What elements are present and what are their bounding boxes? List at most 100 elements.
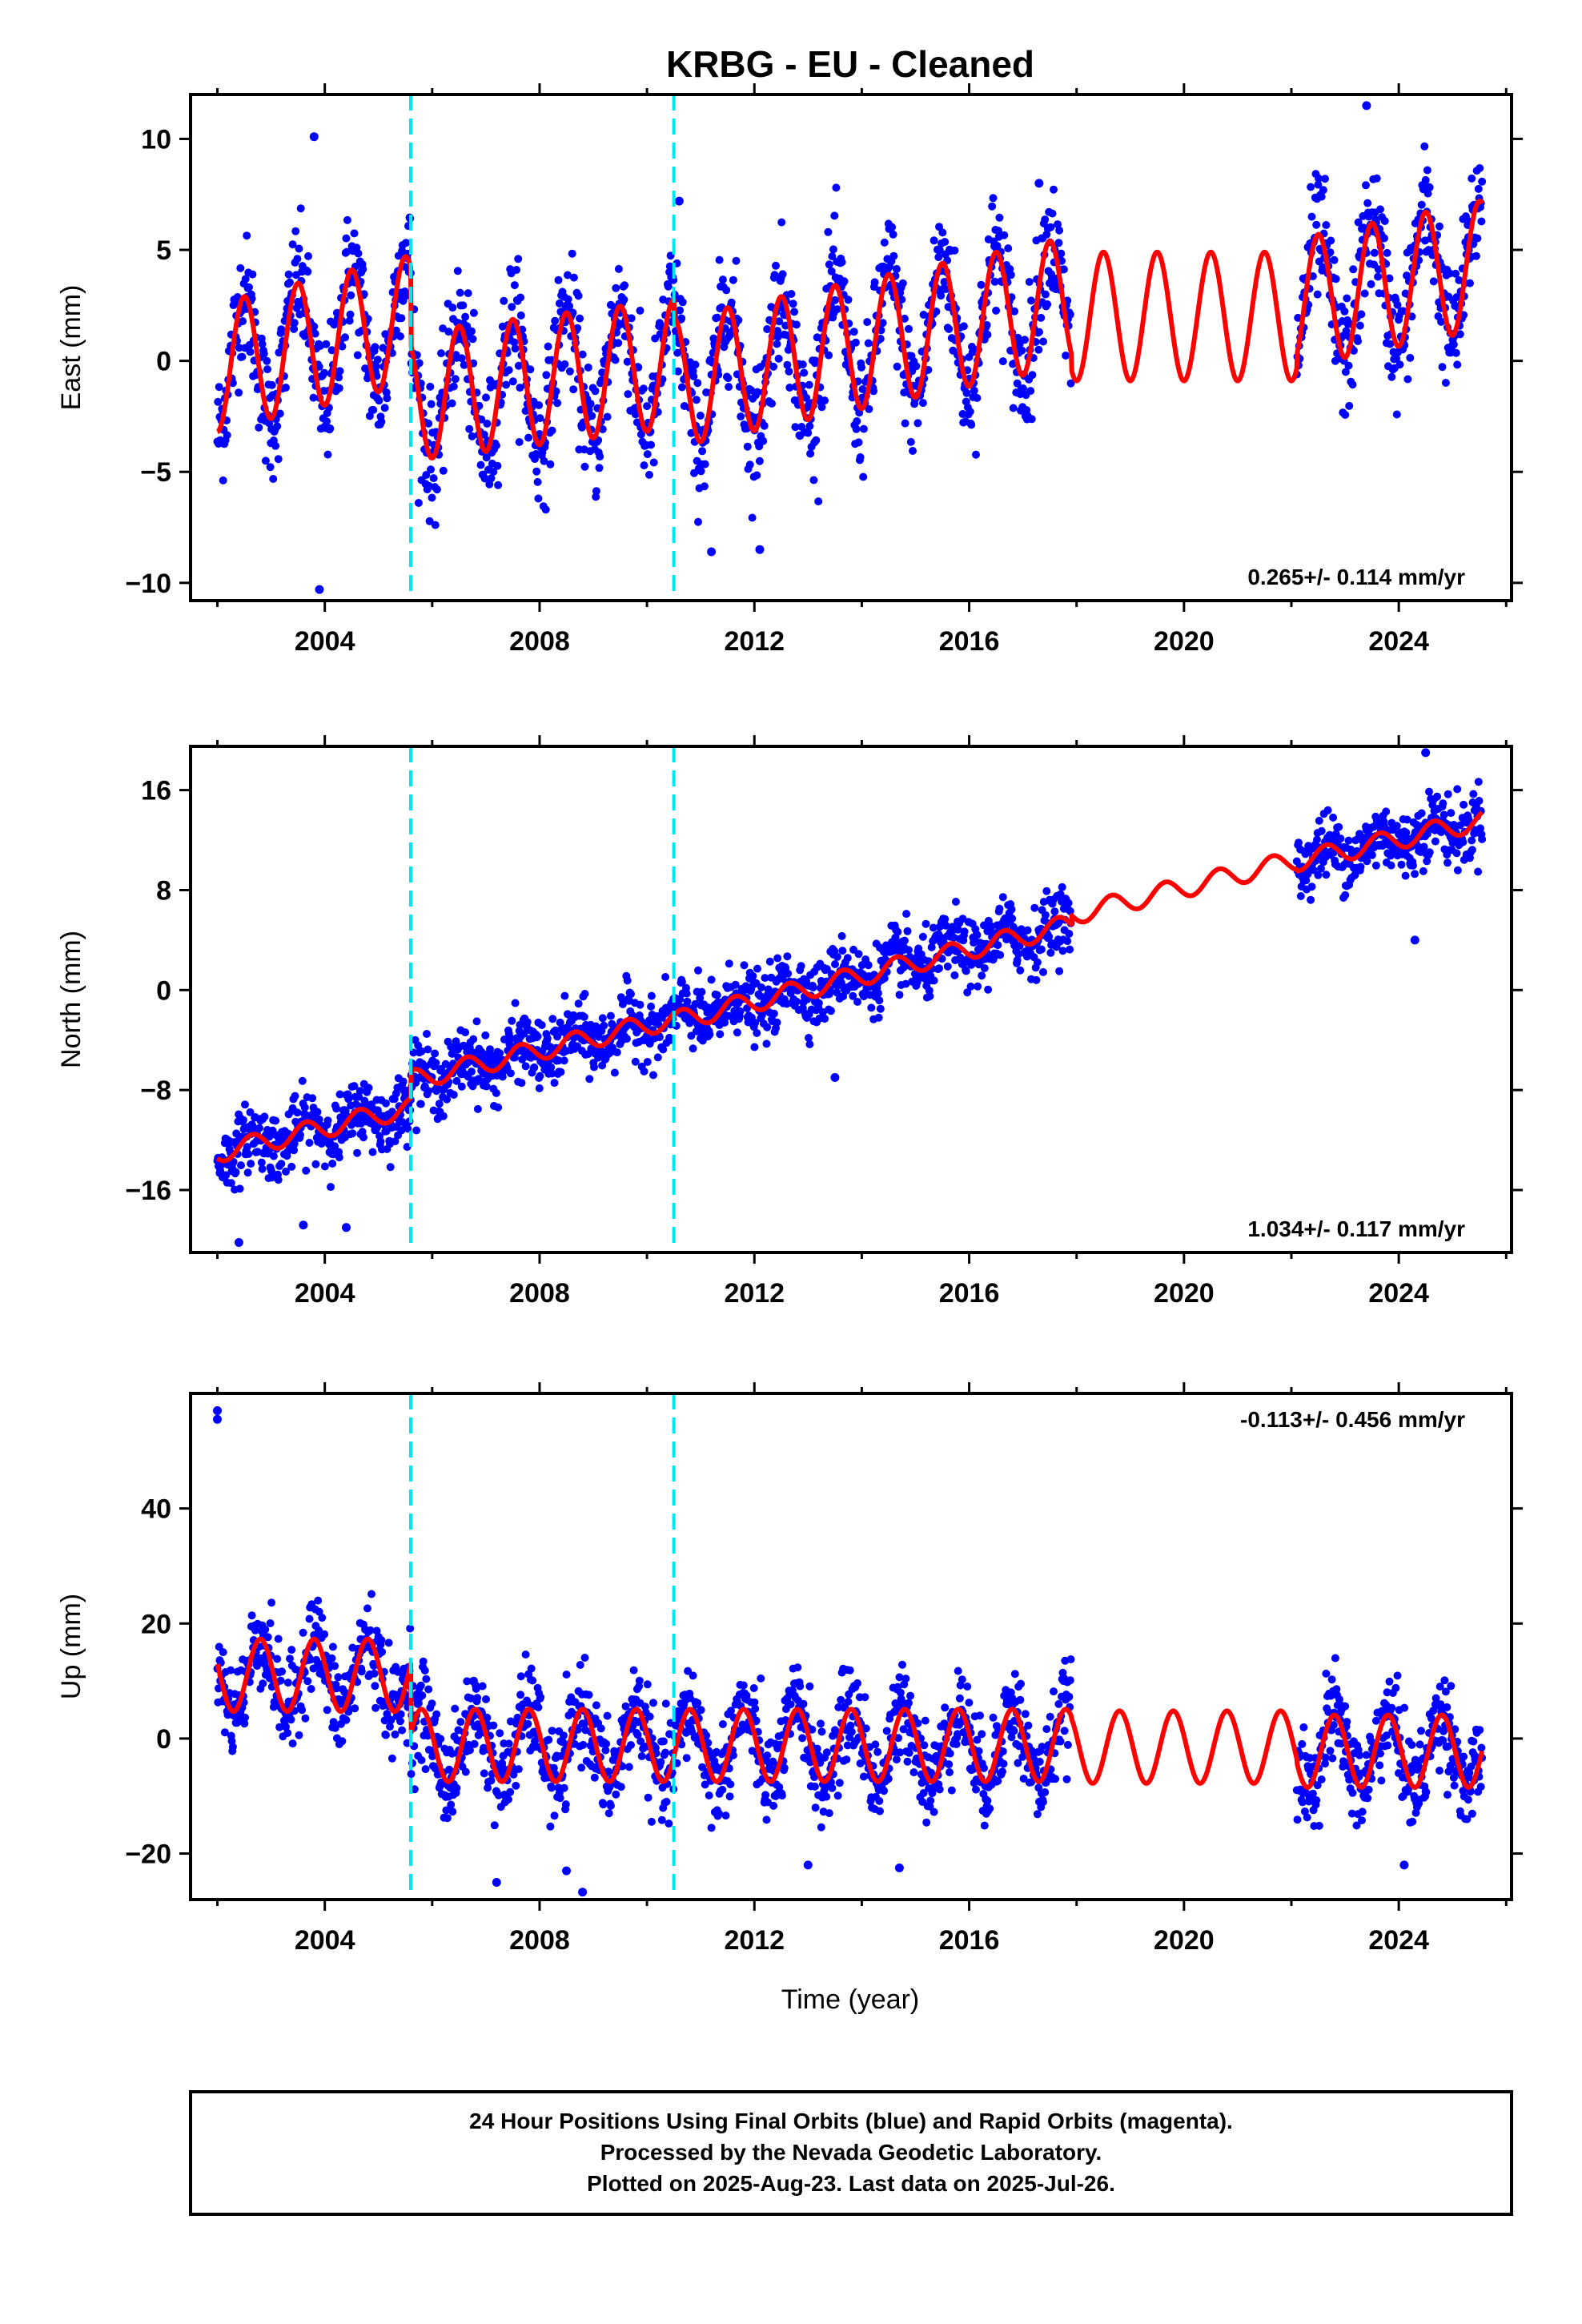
data-point <box>1055 226 1064 235</box>
data-point <box>373 356 382 364</box>
data-point <box>1315 816 1323 825</box>
data-point <box>514 255 523 263</box>
data-point <box>1472 251 1480 260</box>
data-point <box>689 372 698 380</box>
data-point <box>263 356 271 365</box>
data-point <box>313 1108 322 1116</box>
data-point <box>1065 930 1074 938</box>
data-point <box>363 1604 371 1613</box>
data-point <box>873 989 882 998</box>
data-point <box>335 367 344 376</box>
data-point <box>623 357 632 366</box>
data-point <box>603 1711 612 1720</box>
data-point <box>481 1031 490 1039</box>
data-point <box>784 969 793 978</box>
data-point <box>664 282 673 291</box>
data-point <box>1000 231 1009 239</box>
data-point <box>837 931 846 940</box>
data-point <box>314 1596 323 1605</box>
data-point <box>821 1015 829 1023</box>
data-point <box>859 424 868 433</box>
data-point <box>828 1783 837 1792</box>
data-point <box>243 231 251 240</box>
data-point <box>921 1716 930 1725</box>
data-point <box>806 449 815 458</box>
data-point <box>1453 866 1462 875</box>
data-point <box>596 452 604 461</box>
data-point <box>554 275 563 284</box>
data-point <box>576 314 584 323</box>
data-point <box>1401 871 1410 880</box>
data-point <box>419 1657 428 1666</box>
data-point <box>295 244 303 253</box>
data-point <box>759 436 768 445</box>
data-point <box>1452 849 1461 858</box>
data-point <box>504 1739 513 1748</box>
data-point <box>854 438 863 447</box>
data-point <box>1034 345 1043 354</box>
data-point <box>327 1654 336 1663</box>
data-point <box>598 1061 607 1070</box>
data-point <box>763 1023 772 1031</box>
data-point <box>796 1682 805 1691</box>
data-point <box>624 1763 633 1771</box>
data-point <box>303 267 312 276</box>
data-point <box>774 354 783 363</box>
data-point <box>683 997 692 1006</box>
data-point <box>460 360 468 369</box>
data-point <box>620 281 629 290</box>
data-point <box>520 1029 528 1038</box>
data-point <box>429 474 438 483</box>
data-point <box>371 362 380 371</box>
data-point <box>542 371 551 380</box>
data-point <box>1392 410 1401 419</box>
data-point <box>722 286 731 295</box>
data-point <box>387 1754 396 1763</box>
data-point <box>1066 310 1074 319</box>
data-point <box>751 1704 760 1713</box>
data-point <box>291 1092 299 1100</box>
data-point <box>596 1724 605 1733</box>
data-point <box>1387 372 1396 381</box>
data-point <box>323 450 332 459</box>
data-point <box>290 1140 299 1148</box>
data-point <box>1397 860 1406 869</box>
data-point <box>431 521 440 529</box>
data-point <box>231 299 239 308</box>
y-tick-label: −5 <box>140 457 171 488</box>
data-point <box>1425 787 1433 796</box>
data-point <box>1023 926 1032 935</box>
data-point <box>473 1104 482 1113</box>
data-point <box>935 223 943 231</box>
data-point <box>527 1664 536 1673</box>
data-point <box>320 368 329 377</box>
data-point <box>1054 220 1062 229</box>
data-point <box>912 362 921 371</box>
data-point <box>555 299 564 308</box>
data-point <box>1374 272 1383 281</box>
data-point <box>237 1161 245 1170</box>
data-point <box>900 936 909 945</box>
data-point <box>645 1712 654 1721</box>
data-point <box>426 382 435 391</box>
data-point <box>863 318 872 327</box>
data-point <box>432 485 441 494</box>
plot-area <box>213 746 1487 1252</box>
data-point <box>673 367 682 376</box>
data-point <box>478 1682 487 1691</box>
data-point <box>598 425 607 433</box>
data-point <box>215 383 223 392</box>
data-point <box>1025 278 1034 286</box>
data-point <box>464 289 472 298</box>
data-point <box>718 275 727 284</box>
data-point <box>649 458 658 467</box>
data-point <box>1445 269 1454 278</box>
data-point <box>239 1116 247 1124</box>
data-point <box>345 316 354 325</box>
data-point <box>769 1009 778 1018</box>
data-point <box>245 283 253 292</box>
data-point <box>452 1076 461 1085</box>
data-point <box>753 964 761 973</box>
data-point <box>439 466 448 475</box>
data-point <box>544 342 552 351</box>
